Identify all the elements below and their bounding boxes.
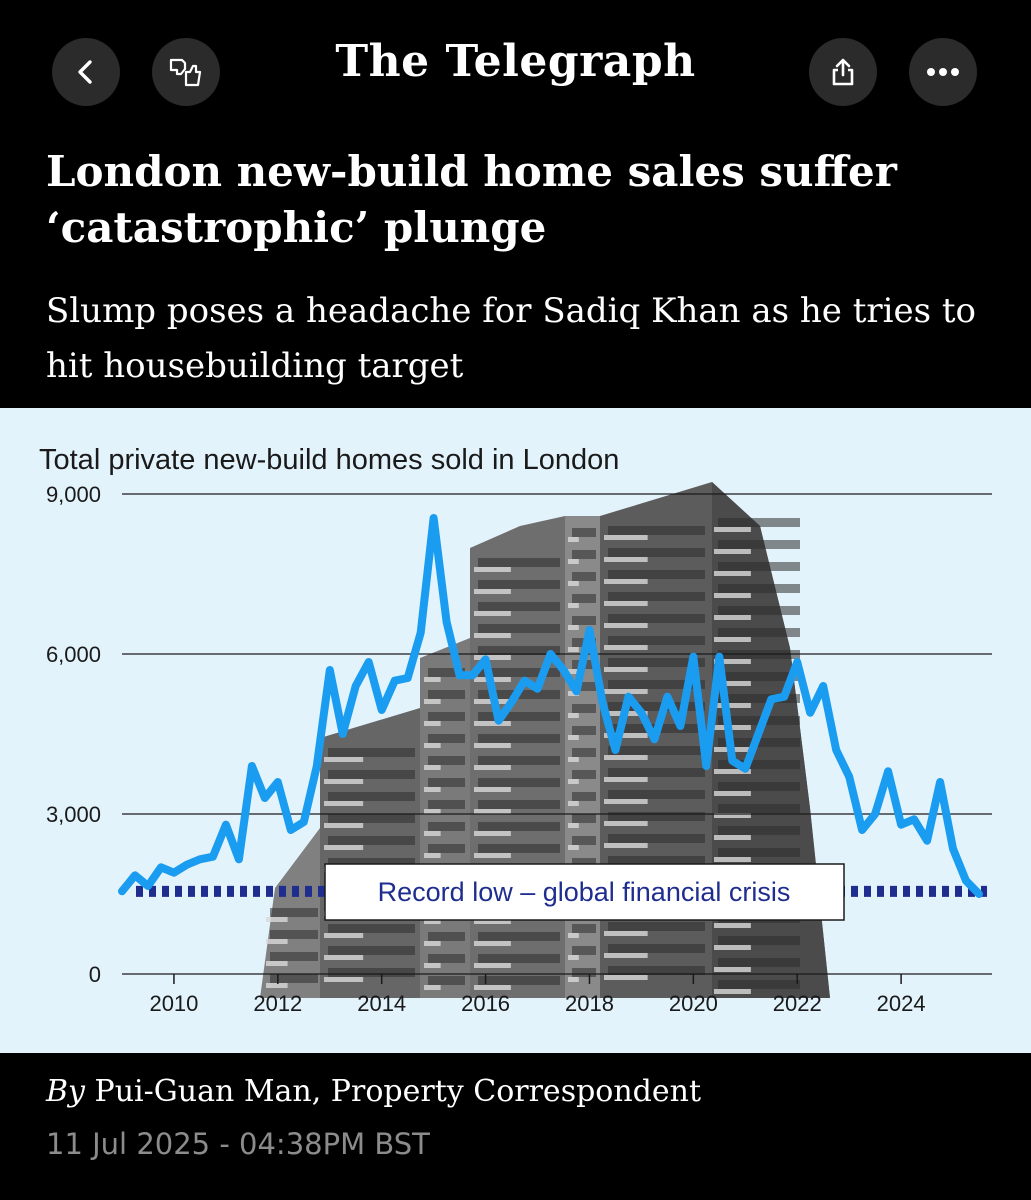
y-axis-ticks: 0 3,000 6,000 9,000 — [46, 482, 101, 987]
ellipsis-icon — [927, 68, 959, 76]
x-tick-label: 2012 — [253, 991, 302, 1016]
more-options-button[interactable] — [909, 38, 977, 106]
share-button[interactable] — [809, 38, 877, 106]
back-button[interactable] — [52, 38, 120, 106]
feedback-button[interactable] — [152, 38, 220, 106]
y-tick-label: 0 — [89, 962, 101, 987]
x-axis-ticks: 2010 2012 2014 2016 2018 2020 2022 2024 — [149, 974, 926, 1016]
x-tick-label: 2014 — [357, 991, 406, 1016]
brand-logo: The Telegraph — [335, 36, 696, 87]
y-tick-label: 6,000 — [46, 642, 101, 667]
x-tick-label: 2010 — [149, 991, 198, 1016]
byline-prefix: By — [46, 1074, 85, 1109]
article-headline: London new-build home sales suffer ‘cata… — [46, 147, 897, 252]
article-standfirst: Slump poses a headache for Sadiq Khan as… — [46, 291, 977, 386]
chart-gridlines — [122, 493, 992, 975]
line-chart: Total private new-build homes sold in Lo… — [39, 444, 992, 1016]
chart-panel: Total private new-build homes sold in Lo… — [0, 408, 1031, 1053]
top-app-bar: The Telegraph — [0, 0, 1031, 140]
x-tick-label: 2024 — [877, 991, 926, 1016]
thumbs-feedback-icon — [169, 58, 202, 87]
y-tick-label: 3,000 — [46, 802, 101, 827]
article-date: 11 Jul 2025 - 04:38PM BST — [46, 1127, 430, 1161]
share-icon — [832, 58, 854, 86]
x-tick-label: 2022 — [773, 991, 822, 1016]
building-windows — [266, 518, 800, 994]
article-byline: By Pui-Guan Man, Property Correspondent — [46, 1072, 996, 1112]
chevron-left-icon — [78, 60, 92, 84]
chart-title: Total private new-build homes sold in Lo… — [39, 444, 619, 476]
x-tick-label: 2018 — [565, 991, 614, 1016]
y-tick-label: 9,000 — [46, 482, 101, 507]
reference-label-text: Record low – global financial crisis — [378, 877, 791, 907]
x-tick-label: 2016 — [461, 991, 510, 1016]
byline-author[interactable]: Pui-Guan Man, Property Correspondent — [94, 1074, 702, 1109]
x-tick-label: 2020 — [669, 991, 718, 1016]
series-line-homes-sold — [118, 514, 983, 898]
reference-label: Record low – global financial crisis — [324, 863, 845, 921]
